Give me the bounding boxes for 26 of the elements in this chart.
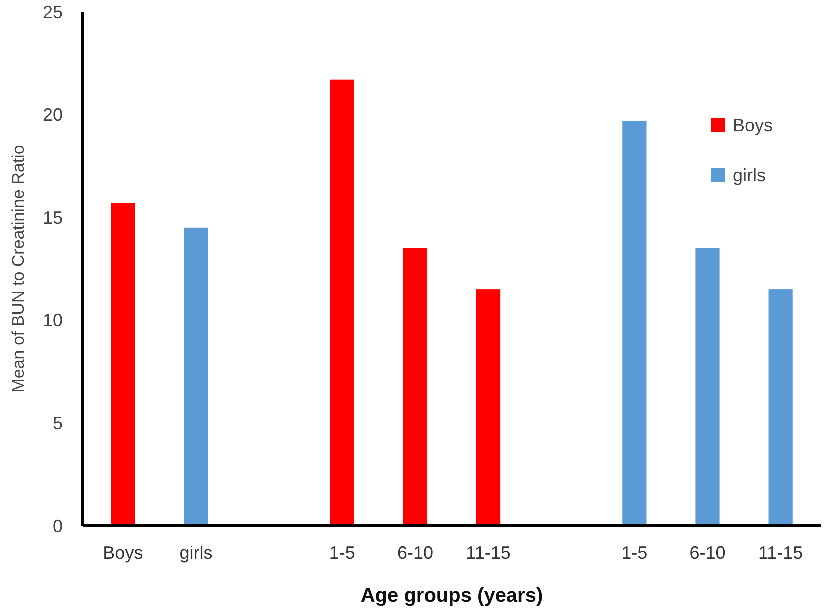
bar: [696, 248, 720, 526]
bar: [476, 290, 501, 526]
bar: [403, 248, 428, 526]
x-tick-label: Boys: [103, 543, 144, 563]
x-tick-label: 11-15: [758, 543, 804, 563]
y-tick-label: 10: [42, 310, 63, 331]
y-tick-label: 20: [42, 105, 63, 126]
x-tick-label: 6-10: [397, 543, 434, 563]
y-tick-label: 25: [42, 2, 63, 22]
bar: [768, 290, 793, 526]
x-tick-label: 11-15: [466, 543, 511, 563]
x-tick-label: 1-5: [329, 543, 356, 563]
y-tick-label: 0: [52, 516, 63, 536]
x-axis-title: Age groups (years): [360, 585, 544, 607]
x-tick-label: girls: [180, 543, 213, 563]
y-tick-label: 5: [52, 414, 63, 434]
legend-label: girls: [733, 165, 766, 186]
y-axis-title: Mean of BUN to Creatinine Ratio: [9, 145, 28, 393]
bar: [184, 228, 208, 526]
legend-label: Boys: [733, 115, 774, 136]
bar: [622, 120, 647, 526]
x-tick-label: 6-10: [690, 543, 726, 563]
y-tick-label: 15: [42, 208, 63, 228]
bar: [111, 203, 136, 526]
x-tick-label: 1-5: [622, 543, 648, 563]
bar: [330, 80, 354, 526]
